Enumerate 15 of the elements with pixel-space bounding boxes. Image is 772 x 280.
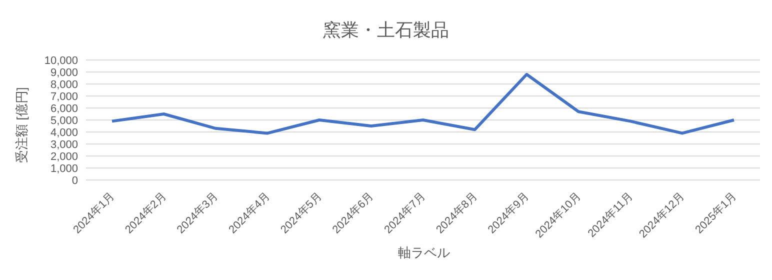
- y-tick-label: 9,000: [50, 66, 78, 79]
- y-tick-label: 6,000: [50, 102, 78, 115]
- y-tick-label: 4,000: [50, 126, 78, 139]
- y-tick-label: 10,000: [44, 54, 78, 67]
- chart-title: 窯業・土石製品: [322, 19, 450, 42]
- y-tick-label: 0: [72, 174, 78, 187]
- y-tick-label: 3,000: [50, 138, 78, 151]
- y-tick-label: 2,000: [50, 150, 78, 163]
- line-series: [110, 72, 736, 135]
- y-axis-title: 受注額 [億円]: [13, 87, 30, 163]
- y-tick-label: 1,000: [50, 162, 78, 175]
- y-tick-label: 7,000: [50, 90, 78, 103]
- y-tick-label: 5,000: [50, 114, 78, 127]
- y-tick-label: 8,000: [50, 78, 78, 91]
- x-axis-title: 軸ラベル: [397, 244, 451, 262]
